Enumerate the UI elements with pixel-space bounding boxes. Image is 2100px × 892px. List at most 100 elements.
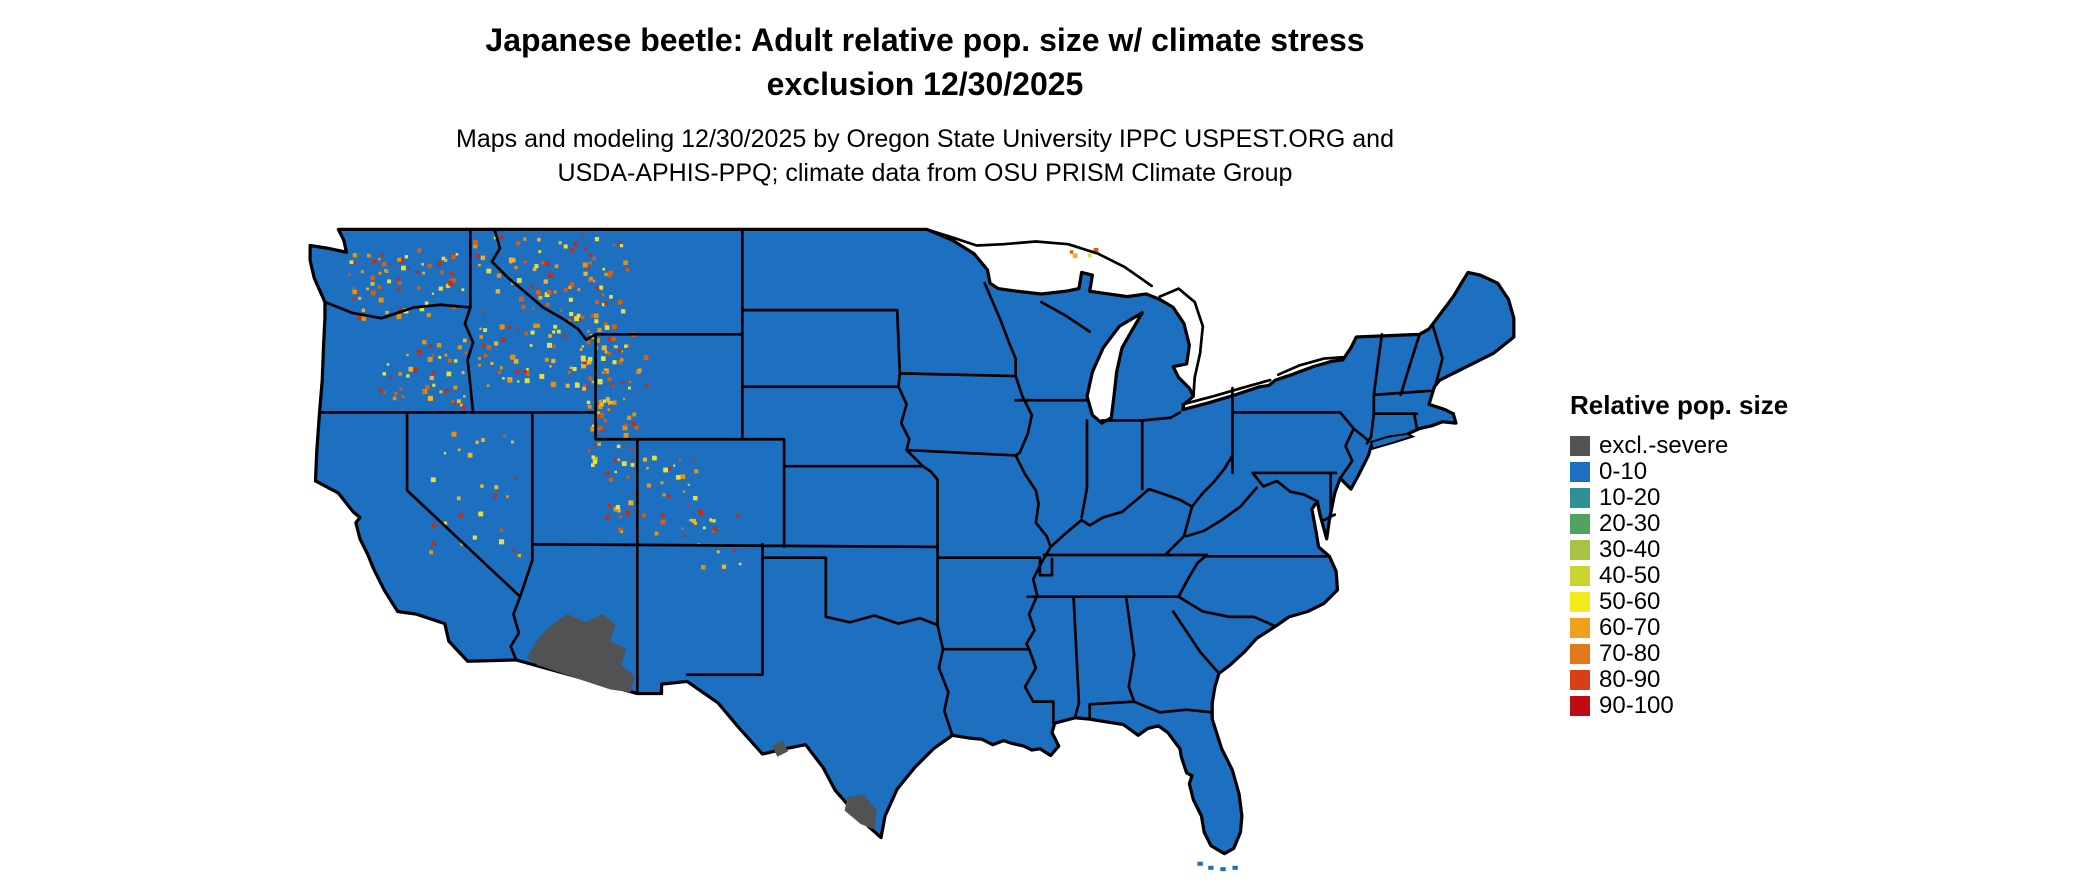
stipple-dot bbox=[691, 518, 697, 524]
stipple-dot bbox=[618, 241, 622, 244]
stipple-dot bbox=[479, 335, 484, 339]
stipple-dot bbox=[482, 311, 485, 314]
stipple-dot bbox=[452, 402, 457, 407]
stipple-dot bbox=[554, 264, 559, 269]
stipple-dot bbox=[622, 445, 625, 449]
legend-item-label: 50-60 bbox=[1599, 588, 1661, 615]
stipple-dot bbox=[568, 297, 573, 302]
stipple-dot bbox=[482, 343, 486, 347]
stipple-dot bbox=[384, 269, 389, 274]
stipple-dot bbox=[698, 510, 704, 516]
stipple-dot bbox=[620, 350, 623, 353]
stipple-dot bbox=[570, 248, 575, 253]
stipple-dot bbox=[382, 262, 387, 267]
stipple-dot bbox=[646, 466, 649, 470]
stipple-dot bbox=[524, 331, 528, 336]
stipple-dot bbox=[509, 260, 513, 264]
stipple-dot bbox=[693, 495, 698, 501]
stipple-dot bbox=[617, 348, 622, 353]
stipple-dot bbox=[366, 253, 371, 258]
stipple-dot bbox=[598, 404, 603, 409]
stipple-dot bbox=[467, 452, 473, 458]
stipple-dot bbox=[607, 503, 611, 508]
legend-item-label: 10-20 bbox=[1599, 484, 1661, 511]
stipple-dot bbox=[589, 276, 593, 281]
stipple-dot bbox=[673, 464, 676, 467]
stipple-dot bbox=[643, 355, 649, 361]
stipple-dot bbox=[392, 396, 397, 401]
stipple-dot bbox=[429, 550, 434, 555]
stipple-dot bbox=[687, 483, 690, 486]
stipple-dot bbox=[523, 260, 527, 264]
stipple-dot bbox=[478, 363, 482, 367]
stipple-dot bbox=[451, 400, 455, 403]
stipple-dot bbox=[642, 457, 647, 462]
stipple-dot bbox=[508, 326, 512, 329]
stipple-dot bbox=[378, 257, 381, 261]
stipple-dot bbox=[607, 399, 611, 403]
stipple-dot bbox=[662, 493, 666, 497]
stipple-dot bbox=[544, 261, 550, 266]
stipple-dot bbox=[378, 271, 382, 275]
legend-item-30-40: 30-40 bbox=[1570, 537, 1830, 563]
stipple-dot bbox=[592, 256, 597, 261]
stipple-dot bbox=[581, 235, 584, 238]
stipple-dot bbox=[712, 519, 716, 523]
stipple-dot bbox=[537, 237, 541, 242]
stipple-dot bbox=[588, 261, 593, 265]
stipple-dot bbox=[552, 330, 556, 334]
legend-color-swatch bbox=[1570, 566, 1590, 586]
stipple-dot bbox=[480, 255, 486, 260]
legend-item-10-20: 10-20 bbox=[1570, 485, 1830, 511]
stipple-dot bbox=[397, 288, 401, 292]
stipple-dot bbox=[480, 484, 484, 488]
stipple-dot bbox=[535, 290, 541, 295]
stipple-dot bbox=[497, 370, 502, 374]
stipple-dot bbox=[387, 279, 392, 284]
stipple-dot bbox=[451, 254, 456, 260]
stipple-dot bbox=[366, 287, 369, 291]
stipple-dot bbox=[682, 490, 686, 493]
stipple-dot bbox=[548, 272, 554, 278]
stipple-dot bbox=[607, 377, 612, 381]
stipple-dot bbox=[636, 369, 641, 375]
stipple-dot bbox=[694, 469, 699, 474]
stipple-dot bbox=[577, 318, 582, 323]
stipple-dot bbox=[597, 411, 601, 415]
stipple-dot bbox=[631, 421, 636, 427]
stipple-dot bbox=[586, 400, 591, 405]
stipple-dot bbox=[630, 448, 634, 451]
stipple-dot bbox=[382, 372, 387, 376]
stipple-dot bbox=[592, 459, 598, 464]
stipple-dot bbox=[398, 307, 402, 311]
stipple-dot bbox=[394, 391, 398, 396]
stipple-dot bbox=[630, 459, 633, 462]
stipple-dot bbox=[612, 360, 617, 365]
stipple-dot bbox=[634, 425, 639, 430]
stipple-dot bbox=[483, 328, 488, 333]
stipple-dot bbox=[591, 380, 595, 384]
stipple-dot bbox=[644, 383, 649, 388]
stipple-dot bbox=[348, 273, 351, 276]
stipple-dot bbox=[713, 526, 718, 532]
stipple-dot bbox=[573, 242, 578, 247]
stipple-dot bbox=[372, 260, 377, 265]
stipple-dot bbox=[591, 424, 595, 428]
stipple-dot bbox=[444, 388, 449, 393]
stipple-dot bbox=[499, 528, 504, 532]
stipple-dot bbox=[601, 345, 607, 351]
stipple-dot bbox=[598, 399, 602, 403]
stipple-dot bbox=[576, 313, 581, 318]
stipple-dot bbox=[516, 241, 521, 246]
stipple-dot bbox=[660, 481, 664, 485]
stipple-dot bbox=[568, 319, 571, 323]
stipple-dot bbox=[675, 475, 681, 480]
stipple-dot bbox=[538, 250, 542, 254]
stipple-dot bbox=[419, 306, 425, 312]
stipple-dot bbox=[538, 295, 543, 300]
stipple-dot bbox=[481, 438, 485, 442]
stipple-dot bbox=[510, 354, 516, 360]
stipple-dot bbox=[617, 509, 621, 513]
stipple-dot bbox=[521, 304, 526, 309]
stipple-dot bbox=[581, 315, 585, 319]
